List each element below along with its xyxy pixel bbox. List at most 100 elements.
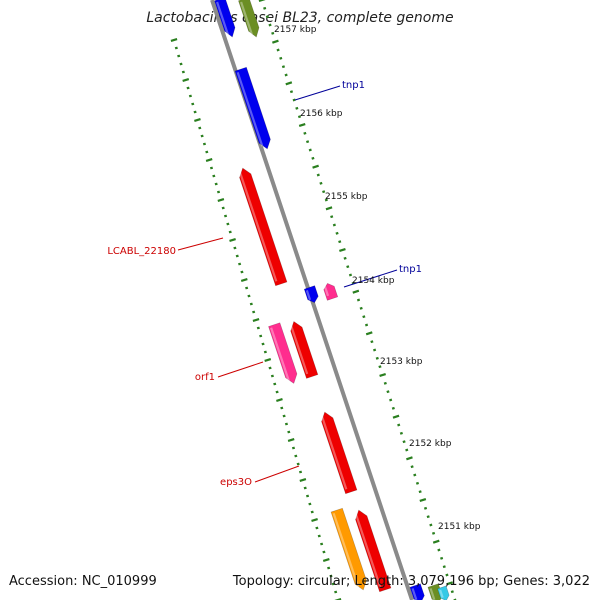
outer-track-major-tick <box>446 581 454 586</box>
outer-track-major-tick <box>272 39 279 44</box>
inner-track-major-tick <box>334 598 342 600</box>
outer-track-major-tick <box>258 0 266 3</box>
outer-track-minor-tick <box>351 281 355 285</box>
inner-track-minor-tick <box>322 550 326 554</box>
gene-label-leader <box>294 85 341 101</box>
outer-track-minor-tick <box>305 140 310 144</box>
outer-track-major-tick <box>325 206 333 211</box>
outer-track-minor-tick <box>429 523 433 527</box>
inner-track-major-tick <box>194 118 201 122</box>
inner-track-minor-tick <box>291 446 296 450</box>
tick-label: 2153 kbp <box>380 357 423 367</box>
outer-track-minor-tick <box>397 423 401 427</box>
red-gene-second <box>289 321 319 379</box>
outer-track-minor-tick <box>413 473 417 477</box>
inner-track-minor-tick <box>205 150 209 154</box>
inner-track-minor-tick <box>226 222 230 226</box>
outer-track-minor-tick <box>442 565 446 569</box>
inner-track-major-tick <box>276 398 283 402</box>
outer-track-major-tick <box>432 539 440 544</box>
outer-track-minor-tick <box>316 173 320 177</box>
inner-track-minor-tick <box>270 374 274 378</box>
tick-label: 2152 kbp <box>409 439 452 449</box>
outer-track-minor-tick <box>271 31 275 35</box>
outer-track-minor-tick <box>281 65 286 69</box>
inner-track-minor-tick <box>268 366 272 370</box>
inner-track-minor-tick <box>223 214 228 218</box>
outer-track-major-tick <box>406 456 413 461</box>
gene-label-leader <box>177 237 224 251</box>
outer-track-minor-tick <box>423 506 428 510</box>
outer-track-minor-tick <box>332 223 336 227</box>
inner-track-minor-tick <box>179 62 183 66</box>
outer-track-minor-tick <box>346 265 350 269</box>
outer-track-major-tick <box>285 81 293 86</box>
outer-track-minor-tick <box>319 181 323 185</box>
outer-track-major-tick <box>392 414 400 419</box>
outer-track-minor-tick <box>289 90 294 94</box>
outer-track-major-tick <box>298 122 306 128</box>
cyan-gene-bottom <box>437 585 450 600</box>
inner-track-major-tick <box>229 238 236 242</box>
outer-track-minor-tick <box>276 48 280 52</box>
inner-track-minor-tick <box>256 326 260 330</box>
red-gene-eps3o <box>320 411 358 495</box>
outer-track-minor-tick <box>265 15 269 19</box>
inner-track-minor-tick <box>275 390 279 394</box>
gene-label: tnp1 <box>399 264 422 275</box>
blue-gene-tnp1-upper <box>234 66 271 150</box>
outer-track-minor-tick <box>391 406 395 410</box>
outer-track-minor-tick <box>375 356 379 360</box>
outer-track-minor-tick <box>405 448 409 452</box>
inner-track-minor-tick <box>263 350 267 354</box>
inner-track-minor-tick <box>303 486 307 490</box>
inner-tick-track <box>170 38 342 600</box>
gene-label-leader <box>343 269 398 288</box>
gene-labels: tnp1 tnp1 LCABL_22180 orf1 eps3O <box>107 80 422 488</box>
tick-label: 2157 kbp <box>274 25 317 35</box>
outer-track-minor-tick <box>279 56 283 60</box>
red-gene-lcabl-22180 <box>238 167 288 287</box>
inner-track-minor-tick <box>310 510 314 514</box>
outer-track-minor-tick <box>431 531 436 535</box>
pink-gene-tnp1-lower <box>323 283 339 301</box>
inner-track-minor-tick <box>238 262 242 266</box>
tick-labels: 2157 kbp 2156 kbp 2155 kbp 2154 kbp 2153 kbp… <box>274 25 481 532</box>
red-gene-bottom <box>354 509 392 593</box>
gene-features <box>214 0 450 600</box>
gene-label: orf1 <box>195 372 215 383</box>
inner-track-minor-tick <box>212 174 216 178</box>
inner-track-minor-tick <box>305 494 310 498</box>
inner-track-minor-tick <box>320 542 324 546</box>
outer-track-minor-tick <box>308 148 312 152</box>
inner-track-minor-tick <box>186 86 190 90</box>
inner-track-minor-tick <box>191 102 195 106</box>
inner-track-minor-tick <box>329 574 333 578</box>
inner-track-minor-tick <box>198 126 202 130</box>
outer-track-minor-tick <box>437 548 441 552</box>
inner-track-minor-tick <box>240 270 244 274</box>
outer-track-major-tick <box>379 372 387 378</box>
orange-gene-bottom <box>330 507 367 591</box>
outer-track-minor-tick <box>415 481 420 485</box>
outer-track-minor-tick <box>418 490 422 494</box>
outer-track-minor-tick <box>402 440 406 444</box>
inner-track-minor-tick <box>261 342 265 346</box>
outer-track-major-tick <box>312 164 319 169</box>
outer-track-minor-tick <box>378 365 382 369</box>
gene-label: tnp1 <box>342 80 365 91</box>
outer-track-minor-tick <box>445 573 449 577</box>
inner-track-major-tick <box>205 158 213 162</box>
inner-track-minor-tick <box>317 534 321 538</box>
inner-track-minor-tick <box>294 454 298 458</box>
outer-track-minor-tick <box>359 306 363 310</box>
tick-label: 2155 kbp <box>325 192 368 202</box>
inner-track-minor-tick <box>247 294 251 298</box>
accession-text: Accession: NC_010999 <box>9 574 157 589</box>
inner-track-minor-tick <box>235 254 239 258</box>
inner-track-minor-tick <box>280 406 284 410</box>
inner-track-major-tick <box>252 318 260 322</box>
outer-track-major-tick <box>419 497 427 503</box>
inner-track-minor-tick <box>174 46 178 50</box>
